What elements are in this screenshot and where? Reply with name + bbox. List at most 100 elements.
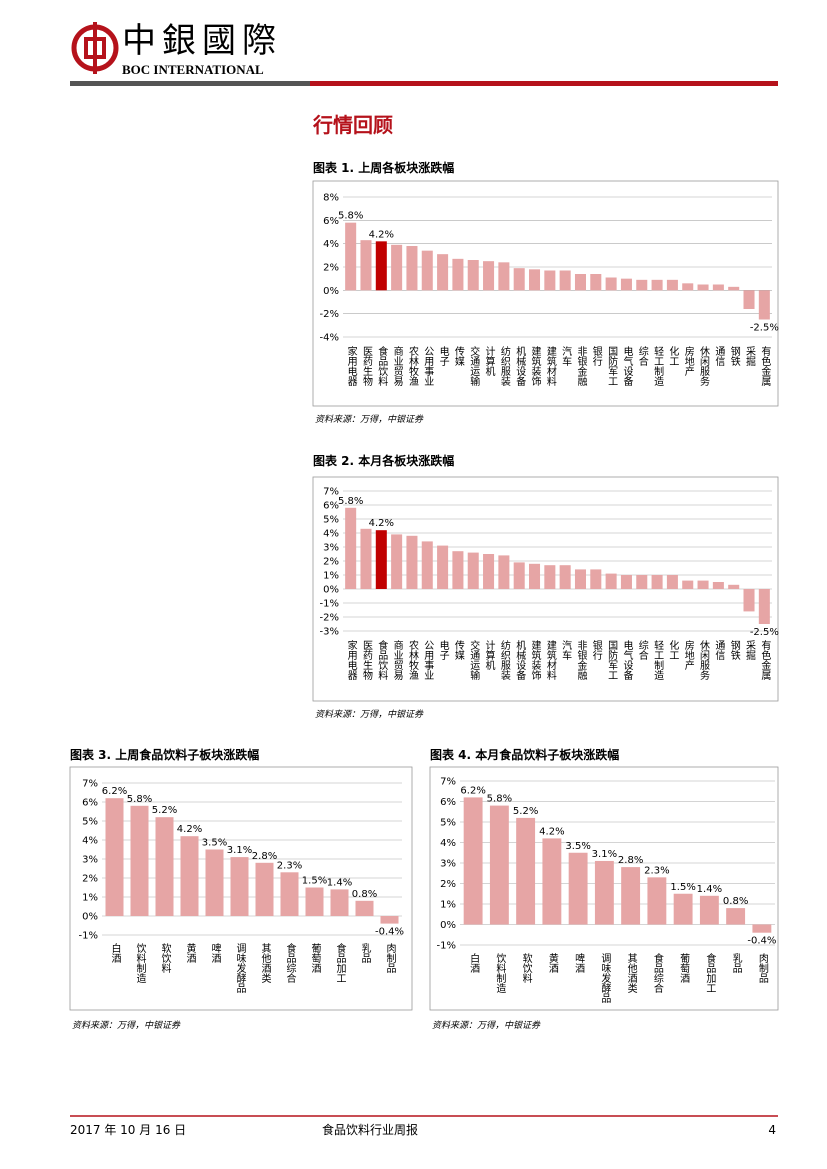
bar — [463, 797, 483, 925]
x-tick-label: 食品饮料 — [376, 345, 388, 387]
y-tick-label: 7% — [323, 487, 339, 498]
bar — [280, 872, 299, 916]
x-tick-label: 乳品 — [730, 952, 742, 974]
bar — [673, 893, 693, 925]
footer-date: 2017 年 10 月 16 日 — [70, 1123, 186, 1137]
bar — [636, 575, 648, 589]
bar — [529, 563, 541, 589]
x-tick-label: 银行 — [590, 639, 602, 661]
chart-source: 资料来源：万得，中银证券 — [315, 414, 424, 425]
x-tick-label: 调味发酵品 — [234, 943, 246, 994]
value-label: 3.1% — [227, 845, 252, 856]
chart-title: 图表 1. 上周各板块涨跌幅 — [313, 160, 454, 175]
x-tick-label: 家用电器 — [345, 639, 357, 681]
x-tick-label: 电子 — [437, 639, 449, 660]
x-tick-label: 轻工制造 — [652, 345, 664, 386]
value-label: 5.2% — [513, 806, 538, 817]
y-tick-label: -1% — [79, 931, 98, 942]
y-tick-label: -3% — [320, 627, 339, 638]
y-tick-label: 5% — [82, 817, 98, 828]
x-tick-label: 商业贸易 — [391, 639, 403, 681]
x-tick-label: 汽车 — [560, 639, 572, 661]
bar — [574, 274, 586, 291]
bar — [743, 290, 755, 309]
x-tick-label: 休闲服务 — [698, 640, 710, 681]
bar — [483, 261, 495, 291]
bar — [467, 260, 479, 291]
header-rule-dark — [70, 81, 310, 86]
bar — [544, 565, 556, 589]
x-tick-label: 公用事业 — [422, 346, 434, 386]
value-label: 3.1% — [592, 849, 617, 860]
x-tick-label: 食品综合 — [284, 942, 296, 984]
x-tick-label: 通信 — [713, 346, 725, 367]
bar — [406, 535, 418, 589]
bar — [360, 528, 372, 589]
x-tick-label: 公用事业 — [422, 640, 434, 680]
bar — [489, 805, 509, 925]
bar — [726, 908, 746, 925]
y-tick-label: 5% — [440, 818, 456, 829]
bar — [375, 241, 387, 291]
value-label: 5.2% — [152, 805, 177, 816]
y-tick-label: 1% — [323, 571, 339, 582]
bar — [391, 244, 403, 291]
bar — [437, 545, 449, 589]
y-tick-label: 3% — [82, 855, 98, 866]
y-tick-label: 0% — [440, 920, 456, 931]
bar — [712, 582, 724, 589]
x-tick-label: 纺织服装 — [498, 639, 510, 681]
bar — [699, 895, 719, 925]
y-tick-label: 7% — [440, 777, 456, 788]
value-label: 5.8% — [487, 794, 512, 805]
x-tick-label: 计算机 — [483, 345, 495, 377]
bar — [452, 258, 464, 291]
chart-source: 资料来源：万得，中银证券 — [72, 1020, 181, 1031]
y-tick-label: 3% — [440, 859, 456, 870]
bar — [712, 284, 724, 291]
bar — [697, 580, 709, 589]
logo-cn: 中銀國際 — [122, 21, 282, 61]
x-tick-label: 葡萄酒 — [678, 952, 690, 984]
bar — [345, 222, 357, 291]
bar — [355, 900, 374, 916]
value-label: 5.8% — [338, 211, 363, 222]
x-tick-label: 饮料制造 — [494, 952, 506, 993]
bar — [180, 836, 199, 916]
footer-report: 食品饮料行业周报 — [322, 1122, 418, 1137]
x-tick-label: 交通运输 — [468, 639, 480, 681]
value-label: 4.2% — [539, 826, 564, 837]
value-label: 6.2% — [102, 786, 127, 797]
x-tick-label: 啤酒 — [209, 943, 221, 964]
bar — [758, 290, 770, 320]
value-label: 4.2% — [177, 824, 202, 835]
x-tick-label: 休闲服务 — [698, 346, 710, 387]
bar — [605, 573, 617, 589]
value-label: 4.2% — [369, 229, 394, 240]
bar — [647, 877, 667, 925]
bar — [620, 278, 632, 291]
bar — [621, 867, 641, 925]
bar — [682, 283, 694, 291]
header-rule-red — [310, 81, 778, 86]
bar — [513, 268, 525, 291]
section-title: 行情回顾 — [312, 113, 393, 137]
x-tick-label: 家用电器 — [345, 345, 357, 387]
bar — [620, 575, 632, 589]
x-tick-label: 交通运输 — [468, 345, 480, 387]
value-label: 1.5% — [670, 882, 695, 893]
x-tick-label: 计算机 — [483, 639, 495, 671]
y-tick-label: 0% — [323, 585, 339, 596]
x-tick-label: 纺织服装 — [498, 345, 510, 387]
x-tick-label: 房地产 — [682, 639, 694, 671]
value-label: 2.8% — [618, 855, 643, 866]
x-tick-label: 采掘 — [744, 640, 756, 661]
value-label: -0.4% — [747, 936, 776, 947]
value-label: 2.3% — [644, 865, 669, 876]
bar — [421, 250, 433, 291]
x-tick-label: 轻工制造 — [652, 639, 664, 680]
value-label: 0.8% — [723, 896, 748, 907]
x-tick-label: 建筑装饰 — [529, 345, 541, 387]
x-tick-label: 综合 — [636, 345, 648, 367]
